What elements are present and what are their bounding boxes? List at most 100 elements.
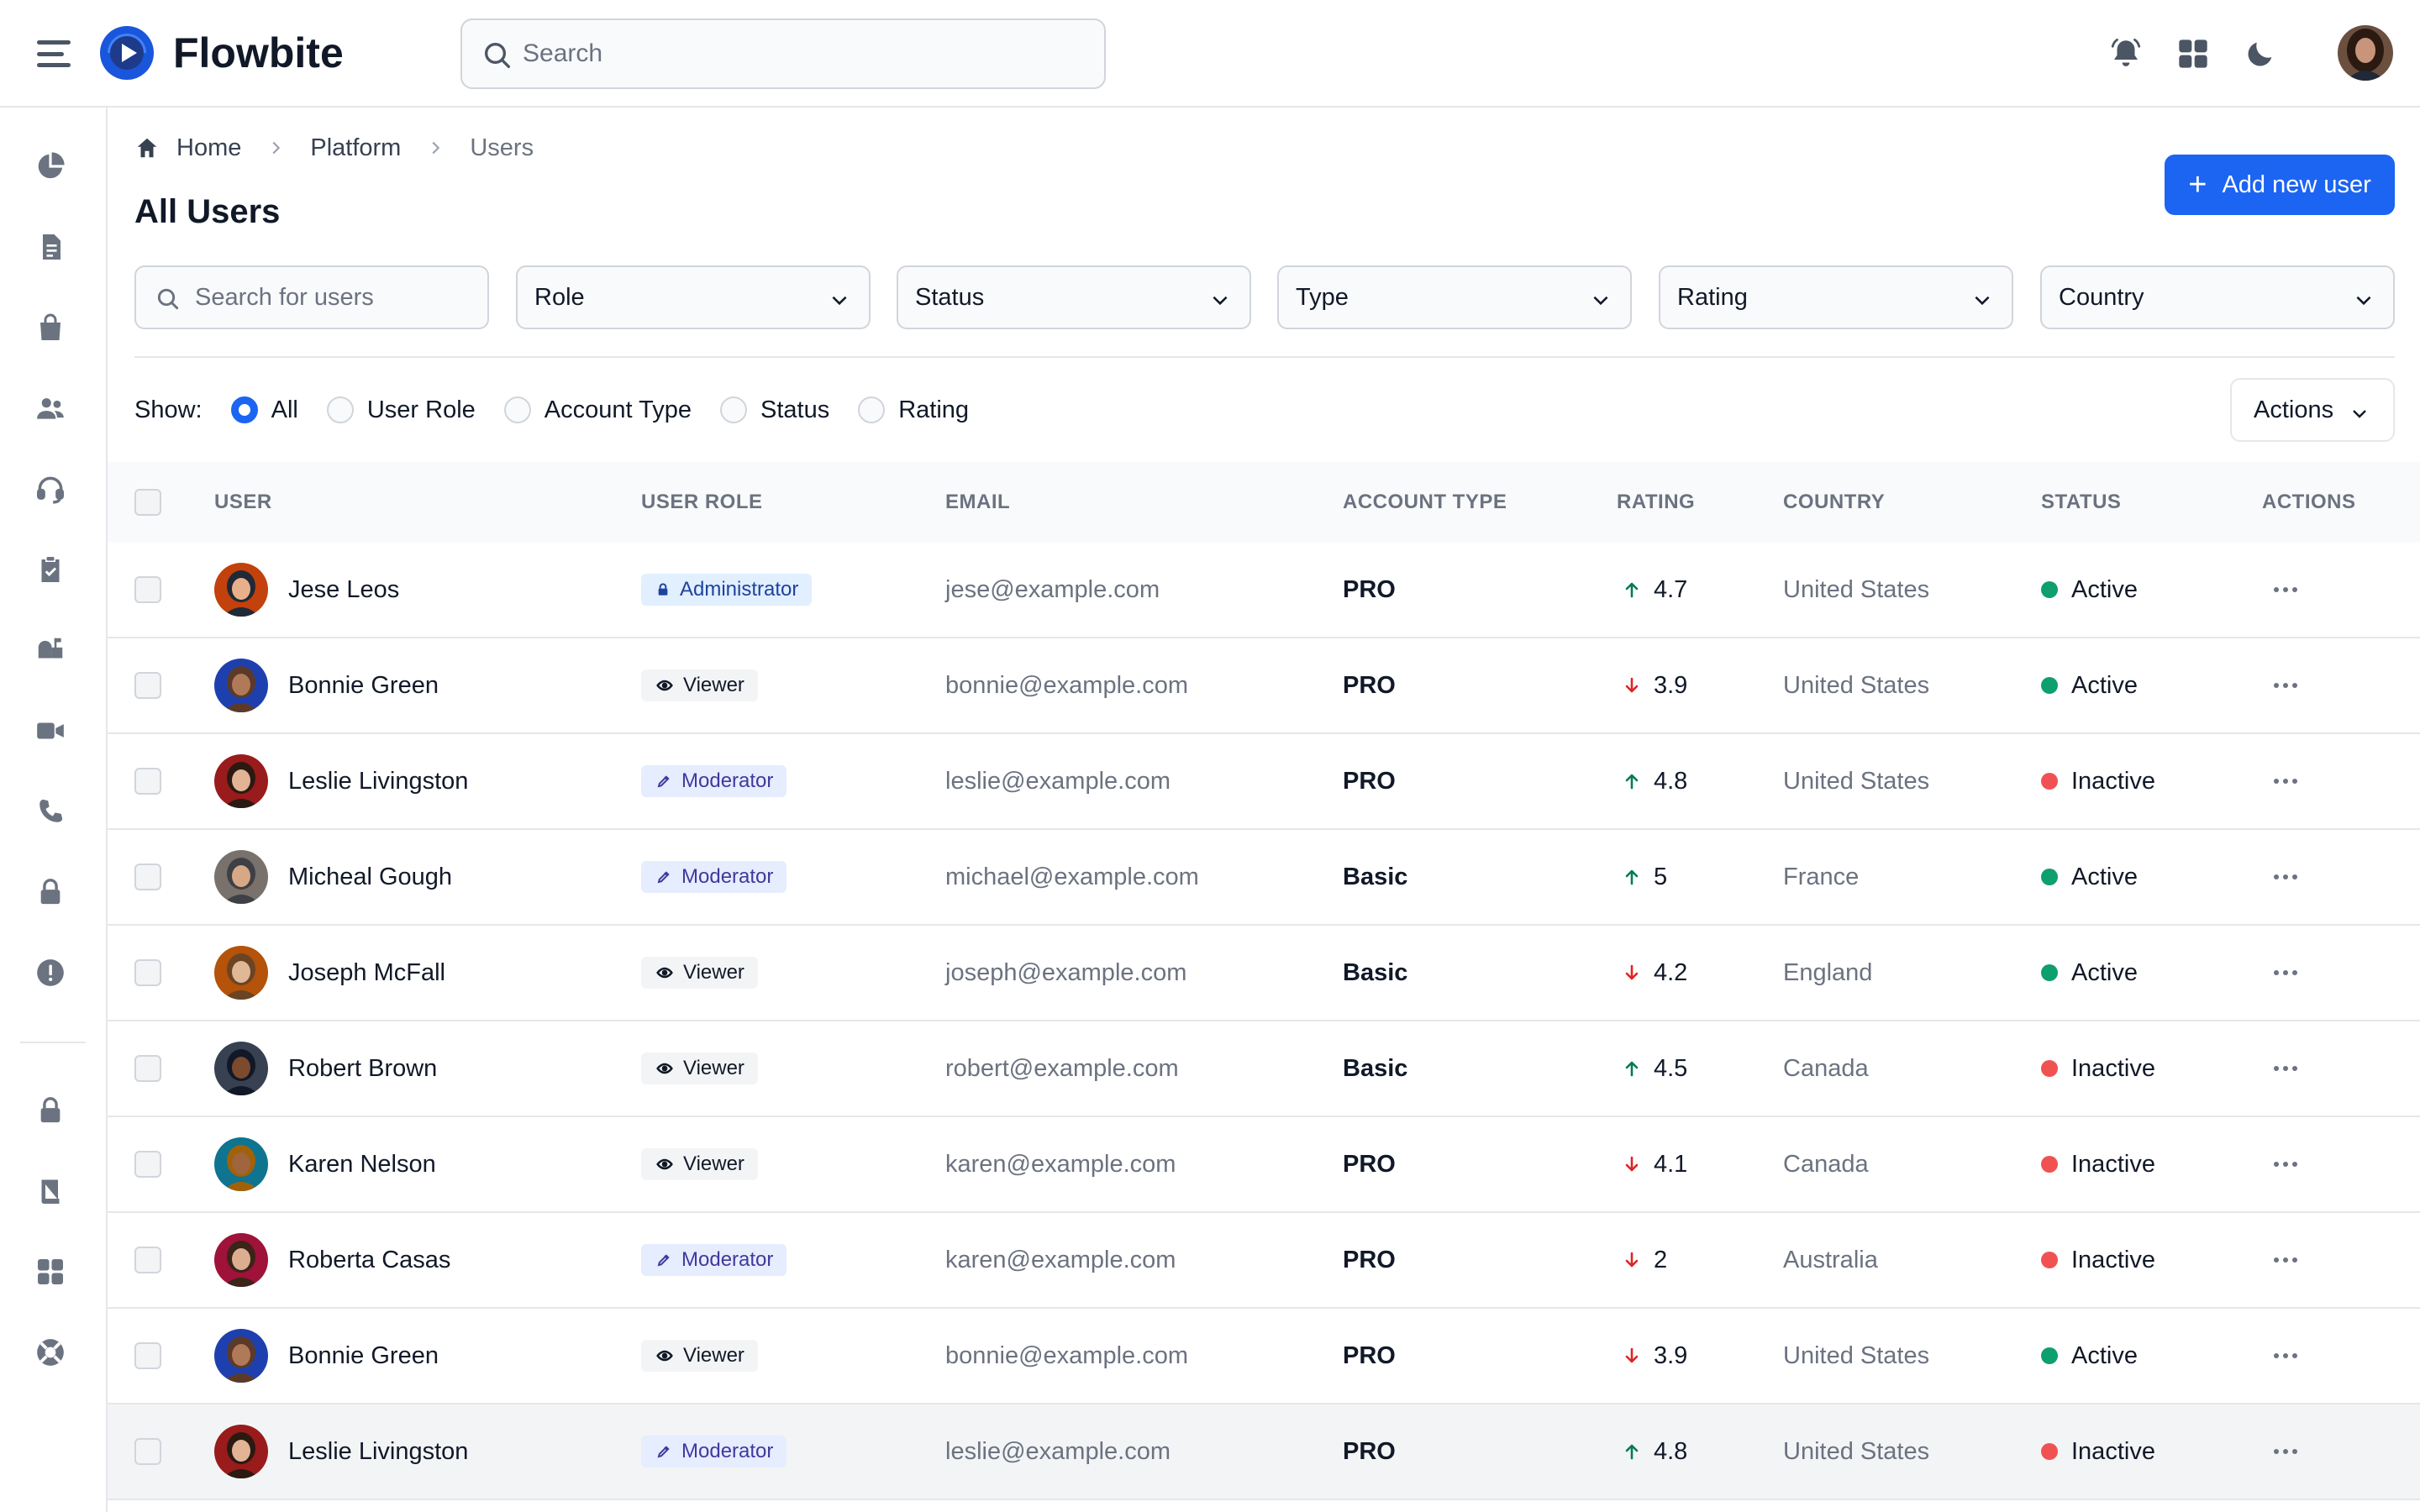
row-checkbox[interactable] bbox=[134, 1342, 161, 1369]
column-header-rating[interactable]: RATING bbox=[1617, 491, 1696, 513]
table-row[interactable]: Karen Nelson Viewer karen@example.com PR… bbox=[108, 1117, 2420, 1213]
more-options-icon[interactable] bbox=[2274, 779, 2297, 784]
table-row[interactable]: Leslie Livingston Moderator leslie@examp… bbox=[108, 1404, 2420, 1500]
notifications-bell-icon[interactable] bbox=[2106, 34, 2146, 74]
table-row[interactable]: Leslie Livingston Moderator leslie@examp… bbox=[108, 734, 2420, 830]
row-checkbox[interactable] bbox=[134, 1055, 161, 1082]
radio-button[interactable] bbox=[326, 396, 354, 423]
settings-lock-icon[interactable] bbox=[32, 1092, 69, 1129]
row-checkbox[interactable] bbox=[134, 768, 161, 795]
more-options-icon[interactable] bbox=[2274, 1449, 2297, 1454]
help-lifebuoy-icon[interactable] bbox=[32, 1334, 69, 1371]
brand-name[interactable]: Flowbite bbox=[173, 29, 344, 76]
user-cell[interactable]: Roberta Casas bbox=[214, 1213, 450, 1307]
more-options-icon[interactable] bbox=[2274, 874, 2297, 879]
column-header-account-type[interactable]: ACCOUNT TYPE bbox=[1343, 491, 1507, 513]
column-header-status[interactable]: STATUS bbox=[2041, 491, 2122, 513]
table-row[interactable]: Robert Brown Viewer robert@example.com B… bbox=[108, 1021, 2420, 1117]
user-cell[interactable]: Leslie Livingston bbox=[214, 1404, 468, 1499]
global-search-input[interactable] bbox=[523, 20, 1077, 87]
radio-all[interactable]: All bbox=[230, 396, 298, 424]
radio-button[interactable] bbox=[230, 396, 258, 423]
row-checkbox[interactable] bbox=[134, 672, 161, 699]
user-cell[interactable]: Joseph McFall bbox=[214, 926, 445, 1020]
calls-phone-icon[interactable] bbox=[32, 793, 69, 830]
user-name[interactable]: Robert Brown bbox=[288, 1054, 438, 1082]
user-cell[interactable]: Karen Nelson bbox=[214, 1117, 436, 1211]
user-cell[interactable]: Bonnie Green bbox=[214, 1309, 439, 1403]
more-options-icon[interactable] bbox=[2274, 1066, 2297, 1071]
flowbite-logo[interactable] bbox=[99, 25, 155, 81]
breadcrumb-home-label[interactable]: Home bbox=[176, 134, 242, 161]
radio-button[interactable] bbox=[858, 396, 886, 423]
user-cell[interactable]: Micheal Gough bbox=[214, 830, 452, 924]
support-headset-icon[interactable] bbox=[32, 470, 69, 507]
user-avatar[interactable] bbox=[2338, 25, 2393, 81]
radio-rating[interactable]: Rating bbox=[858, 396, 969, 424]
radio-label[interactable]: Rating bbox=[898, 396, 970, 423]
breadcrumb-home[interactable]: Home bbox=[134, 134, 241, 162]
pages-document-icon[interactable] bbox=[32, 228, 69, 265]
user-name[interactable]: Leslie Livingston bbox=[288, 767, 469, 795]
more-options-icon[interactable] bbox=[2274, 1257, 2297, 1263]
components-grid-icon[interactable] bbox=[32, 1253, 69, 1290]
user-name[interactable]: Bonnie Green bbox=[288, 671, 439, 699]
radio-user-role[interactable]: User Role bbox=[326, 396, 476, 424]
row-checkbox[interactable] bbox=[134, 1151, 161, 1178]
dark-mode-moon-icon[interactable] bbox=[2240, 34, 2281, 74]
row-checkbox[interactable] bbox=[134, 864, 161, 890]
row-checkbox[interactable] bbox=[134, 1247, 161, 1273]
table-row[interactable]: Bonnie Green Viewer bonnie@example.com P… bbox=[108, 638, 2420, 734]
actions-dropdown-button[interactable]: Actions bbox=[2230, 378, 2395, 442]
apps-grid-icon[interactable] bbox=[2173, 34, 2213, 74]
radio-label[interactable]: Account Type bbox=[544, 396, 692, 423]
table-row[interactable]: Bonnie Green Viewer bonnie@example.com P… bbox=[108, 1309, 2420, 1404]
more-options-icon[interactable] bbox=[2274, 683, 2297, 688]
video-camera-icon[interactable] bbox=[32, 712, 69, 749]
table-row[interactable]: Micheal Gough Moderator michael@example.… bbox=[108, 830, 2420, 926]
country-select[interactable]: Country bbox=[2040, 265, 2395, 329]
user-cell[interactable]: Leslie Livingston bbox=[214, 734, 468, 828]
select-all-checkbox[interactable] bbox=[134, 489, 161, 516]
user-cell[interactable]: Robert Brown bbox=[214, 1021, 437, 1116]
user-name[interactable]: Joseph McFall bbox=[288, 958, 445, 986]
row-checkbox[interactable] bbox=[134, 576, 161, 603]
column-header-user[interactable]: USER bbox=[214, 491, 272, 513]
overview-chart-pie-icon[interactable] bbox=[32, 148, 69, 185]
status-alert-icon[interactable] bbox=[32, 954, 69, 991]
more-options-icon[interactable] bbox=[2274, 1162, 2297, 1167]
docs-book-icon[interactable] bbox=[32, 1173, 69, 1210]
user-name[interactable]: Micheal Gough bbox=[288, 863, 453, 890]
sales-shopping-bag-icon[interactable] bbox=[32, 309, 69, 346]
radio-label[interactable]: All bbox=[271, 396, 298, 423]
users-group-icon[interactable] bbox=[32, 390, 69, 427]
menu-toggle-icon[interactable] bbox=[34, 37, 74, 71]
user-search-input[interactable] bbox=[195, 267, 481, 328]
user-name[interactable]: Jese Leos bbox=[288, 575, 400, 603]
column-header-country[interactable]: COUNTRY bbox=[1783, 491, 1886, 513]
radio-button[interactable] bbox=[503, 396, 531, 423]
more-options-icon[interactable] bbox=[2274, 587, 2297, 592]
breadcrumb-platform[interactable]: Platform bbox=[310, 134, 402, 161]
user-cell[interactable]: Bonnie Green bbox=[214, 638, 439, 732]
user-name[interactable]: Roberta Casas bbox=[288, 1246, 451, 1273]
more-options-icon[interactable] bbox=[2274, 1353, 2297, 1358]
radio-button[interactable] bbox=[719, 396, 747, 423]
table-row[interactable]: Roberta Casas Moderator karen@example.co… bbox=[108, 1213, 2420, 1309]
more-options-icon[interactable] bbox=[2274, 970, 2297, 975]
user-search[interactable] bbox=[134, 265, 489, 329]
add-new-user-button[interactable]: + Add new user bbox=[2165, 155, 2395, 215]
rating-select[interactable]: Rating bbox=[1659, 265, 2013, 329]
user-cell[interactable]: Jese Leos bbox=[214, 543, 399, 637]
radio-label[interactable]: Status bbox=[760, 396, 830, 423]
row-checkbox[interactable] bbox=[134, 959, 161, 986]
user-name[interactable]: Bonnie Green bbox=[288, 1341, 439, 1369]
table-row[interactable]: Joseph McFall Viewer joseph@example.com … bbox=[108, 926, 2420, 1021]
role-select[interactable]: Role bbox=[516, 265, 871, 329]
type-select[interactable]: Type bbox=[1277, 265, 1632, 329]
radio-account-type[interactable]: Account Type bbox=[503, 396, 692, 424]
radio-label[interactable]: User Role bbox=[366, 396, 476, 423]
table-row[interactable]: Jese Leos Administrator jese@example.com… bbox=[108, 543, 2420, 638]
column-header-user-role[interactable]: USER ROLE bbox=[641, 491, 763, 513]
row-checkbox[interactable] bbox=[134, 1438, 161, 1465]
